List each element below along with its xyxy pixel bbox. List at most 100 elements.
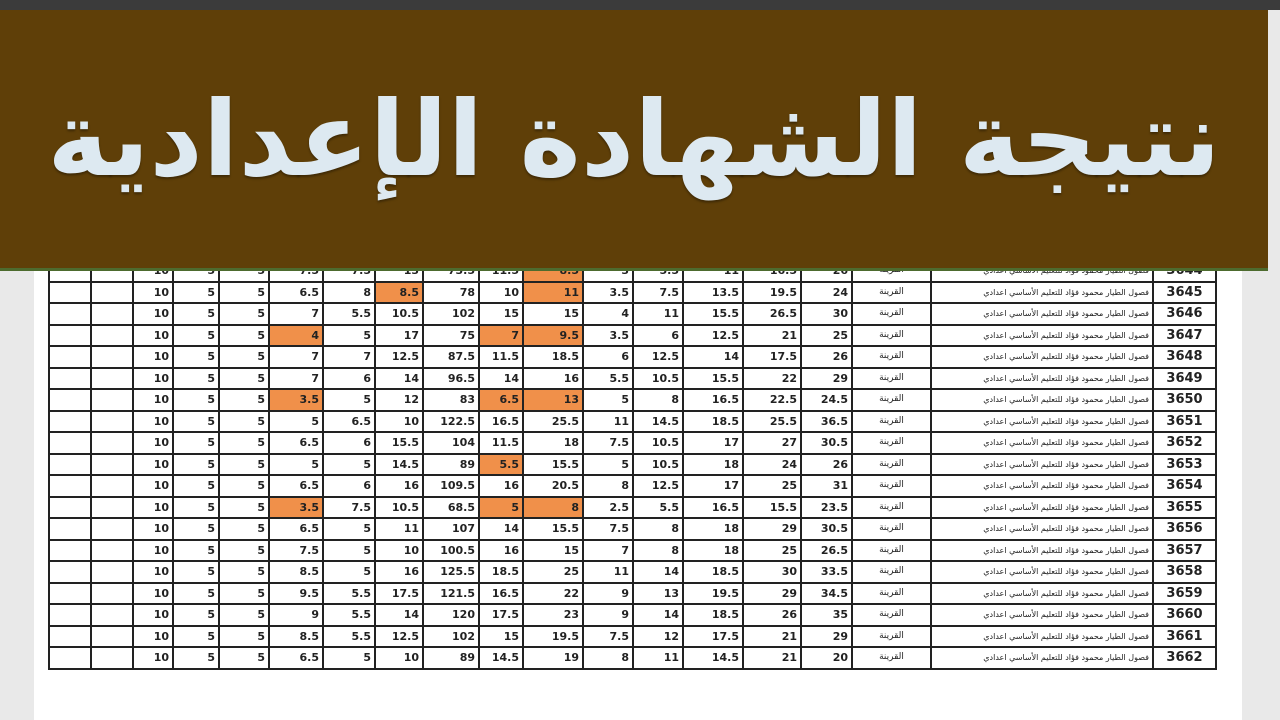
score-cell: 12.5 bbox=[374, 345, 424, 369]
empty-cell bbox=[48, 624, 92, 648]
score-cell: 125.5 bbox=[422, 560, 480, 584]
fixed-score-cell: 5 bbox=[172, 624, 220, 648]
score-cell: 15.5 bbox=[374, 431, 424, 455]
fixed-score-cell: 10 bbox=[132, 323, 174, 347]
score-cell: 6 bbox=[322, 366, 376, 390]
score-cell: 5 bbox=[322, 517, 376, 541]
score-cell: 8 bbox=[582, 474, 634, 498]
score-cell: 10 bbox=[374, 646, 424, 670]
fixed-score-cell: 10 bbox=[132, 517, 174, 541]
score-cell: 18.5 bbox=[682, 603, 744, 627]
highlighted-score-cell: 6.5 bbox=[478, 388, 524, 412]
table-row: 10 5 5 7 6 14 96.5 14 16 5.5 10.5 15.5 22 29 القرينة فص… bbox=[48, 366, 1217, 390]
seat-number-cell: 3659 bbox=[1152, 581, 1217, 605]
fixed-score-cell: 5 bbox=[218, 495, 270, 519]
score-cell: 5 bbox=[268, 452, 324, 476]
score-cell: 22 bbox=[522, 581, 584, 605]
score-cell: 11 bbox=[632, 646, 684, 670]
score-cell: 7.5 bbox=[582, 624, 634, 648]
fixed-score-cell: 5 bbox=[218, 581, 270, 605]
score-cell: 30.5 bbox=[800, 431, 853, 455]
fixed-score-cell: 5 bbox=[218, 345, 270, 369]
score-cell: 23 bbox=[522, 603, 584, 627]
score-cell: 12.5 bbox=[632, 345, 684, 369]
score-cell: 6.5 bbox=[268, 431, 324, 455]
school-cell: فصول الطيار محمود فؤاد للتعليم الأساسي ا… bbox=[930, 388, 1154, 412]
score-cell: 3.5 bbox=[582, 280, 634, 304]
score-cell: 6 bbox=[322, 431, 376, 455]
seat-number-cell: 3650 bbox=[1152, 388, 1217, 412]
score-cell: 7 bbox=[582, 538, 634, 562]
seat-number-cell: 3657 bbox=[1152, 538, 1217, 562]
fixed-score-cell: 10 bbox=[132, 431, 174, 455]
score-cell: 18.5 bbox=[478, 560, 524, 584]
empty-cell bbox=[90, 431, 134, 455]
score-cell: 13 bbox=[632, 581, 684, 605]
fixed-score-cell: 10 bbox=[132, 495, 174, 519]
fixed-score-cell: 5 bbox=[218, 474, 270, 498]
score-cell: 12.5 bbox=[374, 624, 424, 648]
table-row: 10 5 5 6.5 8 8.5 78 10 11 3.5 7.5 13.5 19.5 24 القرينة… bbox=[48, 280, 1217, 304]
score-cell: 36.5 bbox=[800, 409, 853, 433]
score-cell: 17 bbox=[682, 474, 744, 498]
score-cell: 16.5 bbox=[682, 388, 744, 412]
empty-cell bbox=[48, 603, 92, 627]
table-row: 10 5 5 3.5 5 12 83 6.5 13 5 8 16.5 22.5 24.5 القرينة فص… bbox=[48, 388, 1217, 412]
table-row: 10 5 5 5 6.5 10 122.5 16.5 25.5 11 14.5 18.5 25.5 36.… bbox=[48, 409, 1217, 433]
score-cell: 11.5 bbox=[478, 431, 524, 455]
school-cell: فصول الطيار محمود فؤاد للتعليم الأساسي ا… bbox=[930, 474, 1154, 498]
highlighted-score-cell: 7 bbox=[478, 323, 524, 347]
highlighted-score-cell: 5 bbox=[478, 495, 524, 519]
fixed-score-cell: 5 bbox=[218, 302, 270, 326]
town-cell: القرينة bbox=[851, 624, 932, 648]
fixed-score-cell: 10 bbox=[132, 452, 174, 476]
score-cell: 122.5 bbox=[422, 409, 480, 433]
score-cell: 29 bbox=[742, 581, 802, 605]
score-cell: 89 bbox=[422, 452, 480, 476]
town-cell: القرينة bbox=[851, 646, 932, 670]
score-cell: 7.5 bbox=[582, 517, 634, 541]
score-cell: 16 bbox=[374, 560, 424, 584]
score-cell: 7 bbox=[268, 345, 324, 369]
score-cell: 78 bbox=[422, 280, 480, 304]
fixed-score-cell: 10 bbox=[132, 409, 174, 433]
score-cell: 8 bbox=[632, 538, 684, 562]
score-cell: 31 bbox=[800, 474, 853, 498]
score-cell: 109.5 bbox=[422, 474, 480, 498]
score-cell: 89 bbox=[422, 646, 480, 670]
fixed-score-cell: 10 bbox=[132, 388, 174, 412]
fixed-score-cell: 5 bbox=[172, 431, 220, 455]
fixed-score-cell: 5 bbox=[218, 431, 270, 455]
score-cell: 8 bbox=[322, 280, 376, 304]
score-cell: 15.5 bbox=[522, 452, 584, 476]
score-cell: 17 bbox=[682, 431, 744, 455]
score-cell: 5.5 bbox=[632, 495, 684, 519]
fixed-score-cell: 10 bbox=[132, 345, 174, 369]
empty-cell bbox=[90, 646, 134, 670]
town-cell: القرينة bbox=[851, 345, 932, 369]
school-cell: فصول الطيار محمود فؤاد للتعليم الأساسي ا… bbox=[930, 345, 1154, 369]
fixed-score-cell: 5 bbox=[172, 302, 220, 326]
score-cell: 25 bbox=[522, 560, 584, 584]
score-cell: 5.5 bbox=[322, 603, 376, 627]
empty-cell bbox=[90, 302, 134, 326]
empty-cell bbox=[90, 345, 134, 369]
empty-cell bbox=[90, 323, 134, 347]
score-cell: 6.5 bbox=[322, 409, 376, 433]
fixed-score-cell: 5 bbox=[218, 280, 270, 304]
highlighted-score-cell: 4 bbox=[268, 323, 324, 347]
score-cell: 25 bbox=[742, 538, 802, 562]
seat-number-cell: 3651 bbox=[1152, 409, 1217, 433]
score-cell: 14 bbox=[478, 517, 524, 541]
score-cell: 23.5 bbox=[800, 495, 853, 519]
score-cell: 7.5 bbox=[322, 495, 376, 519]
score-cell: 11.5 bbox=[478, 345, 524, 369]
seat-number-cell: 3661 bbox=[1152, 624, 1217, 648]
fixed-score-cell: 5 bbox=[218, 323, 270, 347]
empty-cell bbox=[48, 581, 92, 605]
score-cell: 12 bbox=[374, 388, 424, 412]
fixed-score-cell: 5 bbox=[218, 624, 270, 648]
score-cell: 6.5 bbox=[268, 517, 324, 541]
fixed-score-cell: 5 bbox=[218, 517, 270, 541]
fixed-score-cell: 5 bbox=[172, 474, 220, 498]
